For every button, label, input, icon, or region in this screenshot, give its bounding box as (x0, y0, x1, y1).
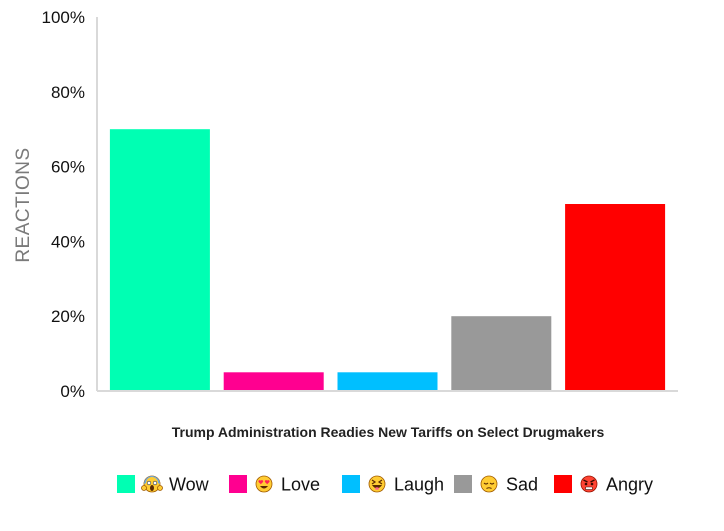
legend-item-sad[interactable]: Sad (454, 475, 538, 495)
y-axis: 0% 20% 40% 60% 80% 100% (42, 8, 98, 401)
legend-item-love[interactable]: Love (229, 475, 320, 495)
bar-love[interactable] (223, 372, 324, 391)
legend-label: Sad (506, 475, 538, 495)
legend-swatch (554, 475, 572, 493)
x-axis-label: Trump Administration Readies New Tariffs… (172, 424, 605, 440)
legend-item-wow[interactable]: Wow (117, 475, 210, 495)
bar-wow[interactable] (109, 129, 210, 391)
y-tick-label: 80% (51, 83, 85, 102)
legend: Wow Love Laugh Sad Angry (117, 475, 653, 495)
legend-item-angry[interactable]: Angry (554, 475, 653, 495)
legend-swatch (342, 475, 360, 493)
pensive-face-icon (480, 475, 498, 493)
bar-sad[interactable] (451, 316, 552, 391)
y-tick-label: 100% (42, 8, 85, 27)
legend-label: Love (281, 475, 320, 495)
legend-item-laugh[interactable]: Laugh (342, 475, 444, 495)
legend-swatch (454, 475, 472, 493)
legend-label: Laugh (394, 475, 444, 495)
grinning-squinting-face-icon (368, 475, 386, 493)
y-axis-label: REACTIONS (13, 147, 34, 262)
bar-laugh[interactable] (337, 372, 438, 391)
bar-angry[interactable] (565, 204, 666, 391)
y-tick-label: 0% (60, 382, 85, 401)
y-tick-label: 20% (51, 307, 85, 326)
bars-group (109, 129, 666, 391)
legend-swatch (117, 475, 135, 493)
legend-label: Wow (169, 475, 210, 495)
y-tick-label: 60% (51, 158, 85, 177)
face-screaming-in-fear-icon (141, 475, 163, 493)
y-tick-label: 40% (51, 232, 85, 251)
smiling-face-with-heart-eyes-icon (255, 475, 273, 493)
legend-label: Angry (606, 475, 653, 495)
legend-swatch (229, 475, 247, 493)
angry-face-icon (580, 475, 598, 493)
